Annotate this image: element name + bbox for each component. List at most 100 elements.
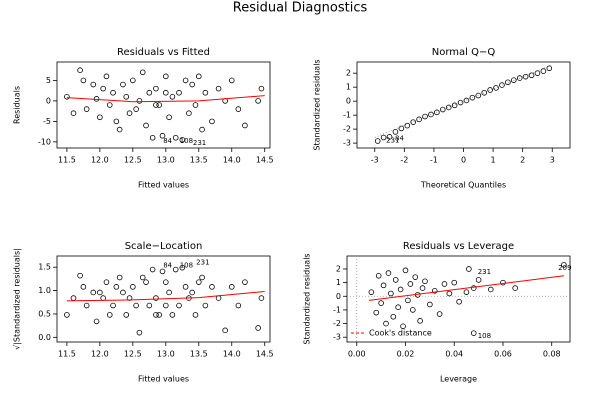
panel-title: Scale−Location [125,241,203,252]
point [475,92,482,99]
x-tick-label: 1 [491,156,496,165]
x-tick-label: 11.5 [58,350,76,359]
x-tick-label: 14.5 [256,156,274,165]
point [172,266,179,273]
point [410,307,416,313]
point [166,289,172,296]
point [176,302,182,309]
point [77,272,83,279]
point [133,302,139,309]
point [446,290,453,297]
point [242,122,248,129]
point [182,284,189,290]
point [136,98,143,104]
y-tick-label: -1 [333,305,341,314]
point [487,286,494,293]
point [451,102,458,109]
point [505,79,511,86]
point [481,89,488,96]
point [126,110,133,116]
chart-title: Residual Diagnostics [233,1,368,16]
point [80,77,87,84]
point [540,68,547,74]
point [209,118,215,125]
y-tick-label: 1 [336,278,341,287]
point [534,70,541,76]
point [407,281,414,287]
plot-box [56,61,271,149]
point [493,85,499,91]
point [516,75,523,81]
point [209,284,215,290]
point-label: 231 [196,259,209,267]
point [143,122,149,129]
point [186,110,192,116]
point [106,102,113,108]
point [163,302,169,309]
point [400,323,406,330]
y-tick-label: -3 [333,333,341,342]
point [77,67,83,73]
point [397,286,404,293]
point [383,320,389,327]
point [388,290,394,297]
plot-box [356,61,571,149]
point [83,302,90,309]
point [139,274,146,281]
point [255,325,261,331]
point [93,96,100,102]
point [100,295,106,301]
point [528,72,535,79]
point [163,279,169,285]
point [419,285,426,291]
point [116,126,123,133]
point [416,116,422,123]
point [179,137,186,143]
y-tick-label: 0.0 [38,333,51,342]
point [402,267,409,274]
point [487,87,493,93]
point [375,272,382,279]
point [380,134,387,141]
point [228,77,235,84]
point [456,298,462,305]
x-tick-label: 12.5 [124,156,142,165]
point [195,279,202,285]
point [169,312,176,318]
point [500,279,506,286]
point [380,282,387,289]
point [392,129,399,135]
point [90,81,97,88]
point [222,327,228,334]
point [103,73,110,80]
panel-title: Normal Q−Q [432,47,496,58]
point [445,104,452,111]
point [163,89,169,96]
x-axis-label: Fitted values [138,181,189,190]
plot-box [346,255,571,343]
point [83,106,90,112]
point [153,312,159,318]
point-label: 84 [163,262,172,270]
x-tick-label: 14.5 [256,350,274,359]
point [398,125,405,132]
point [149,134,156,141]
point [405,297,411,304]
point [146,89,153,96]
y-tick-label: -2 [333,319,341,328]
y-tick-label: 1 [346,83,351,92]
point [385,270,392,276]
point-label: 108 [180,262,193,270]
point [466,266,472,272]
y-tick-label: 2 [336,264,341,273]
point [235,106,242,112]
point [172,134,179,141]
x-tick-label: 3 [550,156,555,165]
point [422,113,428,120]
point [146,302,153,309]
point [378,300,384,306]
y-axis-label: √|Standardized residuals| [13,248,22,350]
point [120,289,126,296]
point [113,284,120,290]
point [156,102,163,108]
